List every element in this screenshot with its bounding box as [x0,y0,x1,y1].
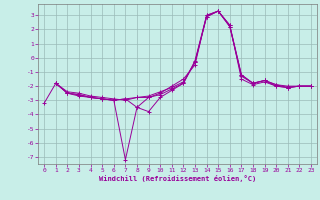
X-axis label: Windchill (Refroidissement éolien,°C): Windchill (Refroidissement éolien,°C) [99,175,256,182]
